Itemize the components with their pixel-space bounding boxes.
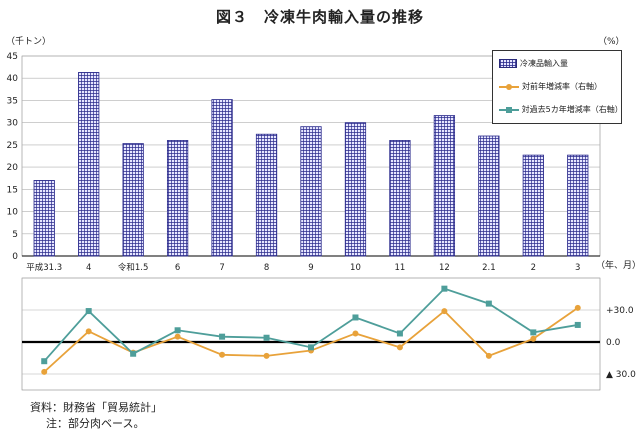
legend-label-vs5y: 対過去5カ年増減率（右軸） xyxy=(521,105,623,114)
point-yoy xyxy=(41,368,48,375)
legend-item-volume: 冷凍品輸入量 xyxy=(499,58,568,69)
point-yoy xyxy=(485,352,492,359)
y-tick-label: 20 xyxy=(7,163,19,173)
chart-legend: 冷凍品輸入量 対前年増減率（右軸） 対過去5カ年増減率（右軸） xyxy=(492,50,623,124)
point-vs5y xyxy=(574,321,581,328)
x-tick-label: 3 xyxy=(575,263,580,273)
point-vs5y xyxy=(263,334,270,341)
legend-swatch-bar xyxy=(499,59,517,68)
x-tick-label: 10 xyxy=(350,263,361,273)
legend-label-volume: 冷凍品輸入量 xyxy=(520,59,568,68)
bar xyxy=(344,122,367,257)
point-yoy xyxy=(441,308,448,315)
x-tick-label: 4 xyxy=(86,263,91,273)
point-vs5y xyxy=(219,333,226,340)
point-vs5y xyxy=(130,350,137,357)
y-tick-label: 10 xyxy=(7,208,19,218)
y2-tick-label: +30.0 xyxy=(606,306,634,316)
right-axis-unit: （%） xyxy=(598,37,625,47)
point-vs5y xyxy=(308,344,314,351)
x-tick-label: 令和1.5 xyxy=(118,262,149,273)
point-yoy xyxy=(574,304,581,311)
plot-area-lower xyxy=(21,277,601,391)
y-tick-label: 25 xyxy=(7,141,18,151)
y-tick-label: 0 xyxy=(12,252,18,262)
legend-swatch-vs5y xyxy=(499,106,519,114)
x-tick-label: 6 xyxy=(175,263,180,273)
point-yoy xyxy=(85,328,92,335)
y2-tick-label: 0.0 xyxy=(606,338,621,348)
x-tick-label: 7 xyxy=(219,263,224,273)
point-vs5y xyxy=(41,358,48,365)
source-note: 資料：財務省「貿易統計」 xyxy=(30,401,162,414)
point-yoy xyxy=(174,333,181,340)
point-vs5y xyxy=(530,329,537,336)
remark-note: 注：部分肉ベース。 xyxy=(46,417,145,430)
y-tick-label: 35 xyxy=(7,96,18,106)
y-tick-label: 5 xyxy=(12,230,18,240)
x-tick-label: 9 xyxy=(308,263,313,273)
legend-item-yoy: 対前年増減率（右軸） xyxy=(499,81,602,92)
point-vs5y xyxy=(85,308,92,315)
legend-swatch-yoy xyxy=(499,83,519,91)
y2-tick-label: ▲ 30.0 xyxy=(606,370,636,380)
bar xyxy=(78,72,100,257)
bar xyxy=(300,126,322,257)
x-tick-label: 12 xyxy=(439,263,450,273)
bar xyxy=(33,180,55,257)
left-axis-unit: （千トン） xyxy=(6,37,52,47)
point-yoy xyxy=(219,351,226,358)
x-tick-label: 11 xyxy=(395,263,406,273)
point-vs5y xyxy=(485,300,492,307)
point-yoy xyxy=(530,335,537,342)
bar xyxy=(567,154,589,257)
legend-item-vs5y: 対過去5カ年増減率（右軸） xyxy=(499,104,623,115)
y-tick-label: 40 xyxy=(7,74,19,84)
y-tick-label: 30 xyxy=(7,119,19,129)
point-vs5y xyxy=(352,314,359,321)
bar xyxy=(389,140,411,257)
point-yoy xyxy=(396,344,403,351)
bar xyxy=(255,133,278,257)
point-vs5y xyxy=(441,285,448,292)
y-tick-label: 15 xyxy=(7,185,18,195)
x-axis-unit: （年、月） xyxy=(596,261,640,271)
x-tick-label: 2 xyxy=(531,263,536,273)
bar xyxy=(122,143,144,257)
x-tick-label: 2.1 xyxy=(482,263,496,273)
point-vs5y xyxy=(174,327,181,334)
x-tick-label: 8 xyxy=(264,263,269,273)
y-tick-label: 45 xyxy=(7,52,18,62)
bar xyxy=(211,99,233,257)
bar xyxy=(433,115,456,257)
point-yoy xyxy=(352,330,359,337)
point-vs5y xyxy=(396,330,403,337)
x-tick-label: 平成31.3 xyxy=(26,262,62,273)
legend-label-yoy: 対前年増減率（右軸） xyxy=(522,82,602,91)
chart-title: 図３ 冷凍牛肉輸入量の推移 xyxy=(215,8,424,26)
bar xyxy=(478,135,500,257)
point-yoy xyxy=(263,352,270,359)
bar xyxy=(166,140,189,257)
series-line-yoy xyxy=(43,307,579,373)
bar xyxy=(522,154,544,257)
